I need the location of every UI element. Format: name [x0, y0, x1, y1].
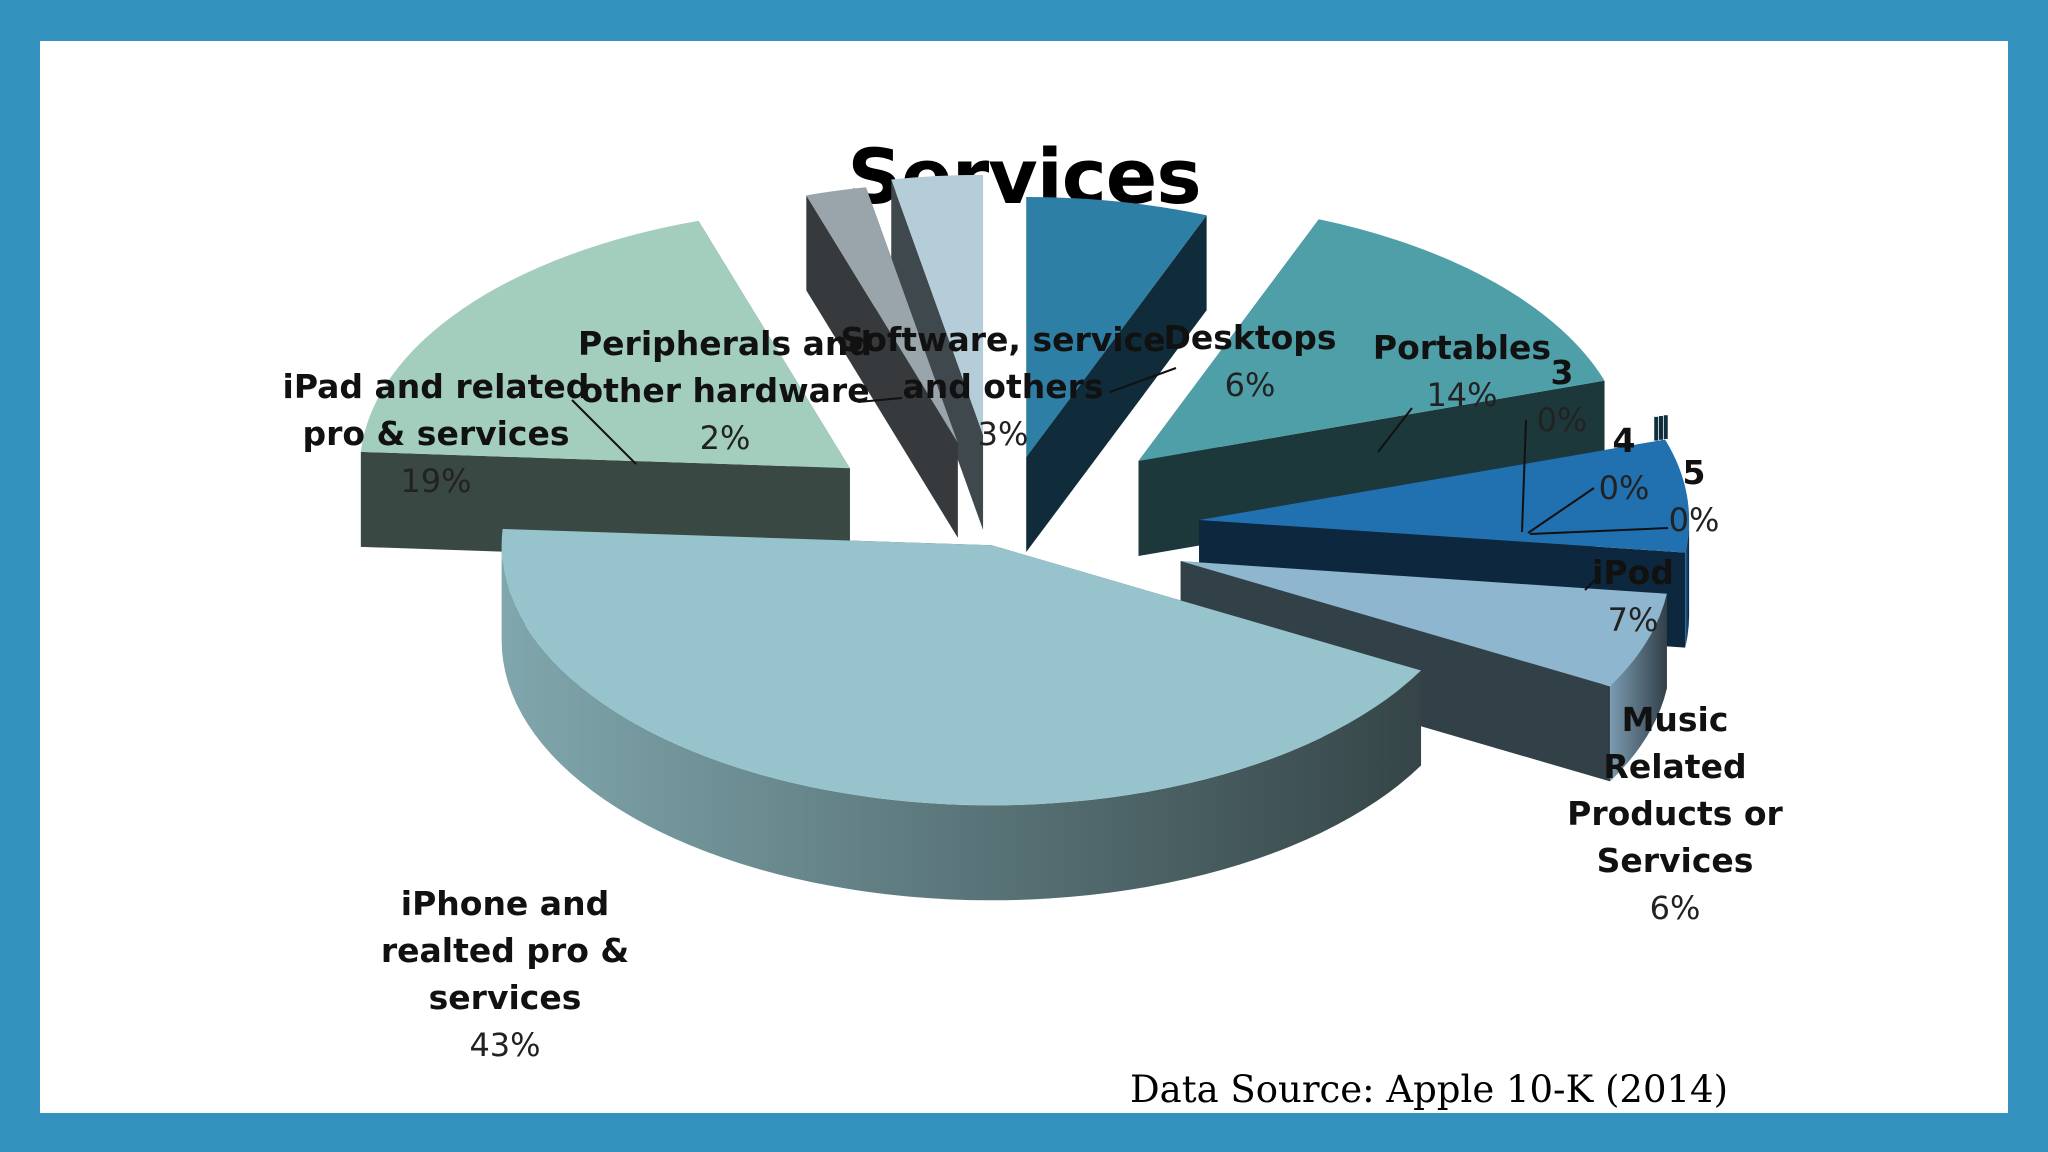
slice-label-8: iPad and related pro & services 19% [283, 367, 637, 500]
slice-label-5: iPod 7% [1584, 553, 1674, 639]
pie-slice-top-6 [1180, 561, 1667, 687]
slice-label-0: Desktops 6% [1109, 318, 1337, 404]
slice-label-1: Portables 14% [1373, 328, 1551, 453]
pie-slice-top-8 [360, 220, 850, 469]
slice-label-2: 30% [1521, 353, 1588, 533]
slice-name-6: Music [1622, 700, 1729, 739]
pie-slice-7 [501, 528, 1422, 901]
slice-name-8: iPad and related [283, 367, 590, 406]
slice-value-9: 2% [700, 419, 751, 457]
pie-slice-top-9 [806, 187, 958, 443]
slice-name-1: Portables [1373, 328, 1551, 367]
pie-slice-wall-8-0 [360, 451, 850, 564]
slice-name-2: 3 [1551, 353, 1574, 392]
pie-slice-top-0 [1026, 197, 1207, 458]
slice-name-3: 4 [1613, 421, 1636, 460]
slice-value-5: 7% [1608, 601, 1659, 639]
slice-value-7: 43% [469, 1026, 540, 1064]
slice-name-10: and others [902, 367, 1103, 406]
pie-slice-10 [891, 174, 984, 530]
leader-line-9 [857, 397, 903, 403]
pie-slice-wall-10-0 [891, 179, 984, 530]
pie-slice-side-5 [1685, 520, 1690, 648]
slice-name-6: Related [1603, 747, 1746, 786]
slice-name-9: other hardware [580, 371, 869, 410]
pie-slice-top-5 [1199, 439, 1690, 553]
slice-name-7: iPhone and [401, 884, 609, 923]
slice-value-1: 14% [1426, 376, 1497, 414]
slice-name-10: Software, service [840, 320, 1165, 359]
leader-line-2 [1521, 419, 1527, 533]
pie-slice-0 [1026, 197, 1207, 553]
slice-value-4: 0% [1669, 501, 1720, 539]
pie-slice-top-1 [1138, 219, 1605, 461]
pie-slice-top-7 [501, 528, 1422, 806]
slice-label-9: Peripherals and other hardware 2% [578, 324, 903, 457]
pie-slice-top-10 [891, 174, 984, 435]
pie-slice-side-6 [1610, 593, 1667, 782]
slice-name-9: Peripherals and [578, 324, 872, 363]
slice-value-8: 19% [400, 462, 471, 500]
slice-name-0: Desktops [1163, 318, 1336, 357]
pie-slice-wall-0-1 [1026, 215, 1207, 553]
leader-line-5 [1584, 579, 1596, 591]
slice-name-7: services [429, 978, 582, 1017]
slice-name-7: realted pro & [381, 931, 629, 970]
slice-value-6: 6% [1650, 889, 1701, 927]
slice-value-2: 0% [1537, 401, 1588, 439]
leader-line-4 [1529, 527, 1669, 535]
pie-slice-9 [806, 187, 958, 538]
pie-slice-wall-9-0 [806, 195, 958, 538]
slice-label-6: Music Related Products or Services 6% [1567, 700, 1783, 927]
slice-label-3: 40% [1527, 421, 1650, 534]
slice-name-6: Services [1597, 841, 1754, 880]
slice-label-4: 5 0% [1529, 453, 1720, 539]
slice-value-10: 3% [978, 415, 1029, 453]
slice-name-4: 5 [1683, 453, 1706, 492]
slice-label-7: iPhone and realted pro & services 43% [381, 884, 629, 1064]
slice-name-6: Products or [1567, 794, 1783, 833]
slice-value-0: 6% [1225, 366, 1276, 404]
leader-line-8 [571, 399, 637, 465]
leader-line-3 [1527, 487, 1595, 534]
leader-line-0 [1109, 367, 1177, 393]
slice-name-5: iPod [1592, 553, 1674, 592]
slice-value-3: 0% [1599, 469, 1650, 507]
slice-label-10: Software, service and others 3% [840, 320, 1165, 453]
slice-name-8: pro & services [302, 414, 569, 453]
pie-slice-8 [360, 220, 850, 564]
data-source-note: Data Source: Apple 10-K (2014) [1130, 1068, 1728, 1111]
pie-slice-side-7 [501, 545, 1422, 901]
leader-line-1 [1377, 407, 1413, 453]
